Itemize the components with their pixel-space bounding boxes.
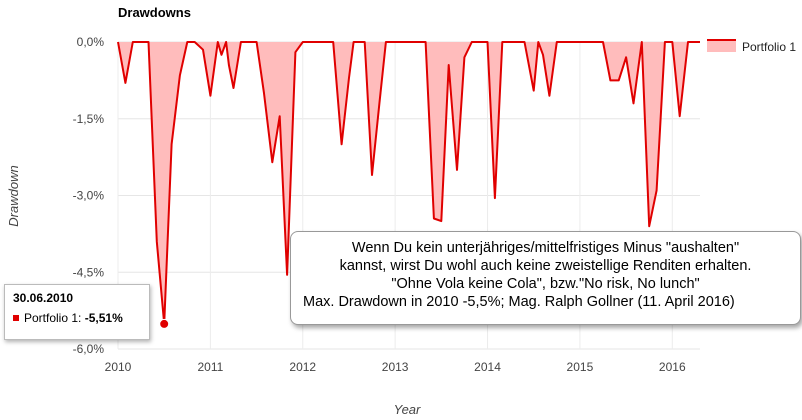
highlight-point[interactable] xyxy=(159,318,170,329)
y-tick-label: 0,0% xyxy=(77,35,105,49)
y-tick-label: -6,0% xyxy=(73,342,105,356)
series-line[interactable] xyxy=(117,41,700,325)
tooltip-value: -5,51% xyxy=(84,311,123,325)
x-tick-label: 2012 xyxy=(289,360,316,374)
gridlines xyxy=(117,41,700,350)
x-tick-label: 2013 xyxy=(382,360,409,374)
annotation-box: Wenn Du kein unterjähriges/mittelfristig… xyxy=(290,231,801,325)
x-axis-ticks: 2010 2011 2012 2013 2014 2015 2016 xyxy=(105,360,686,374)
tooltip-series-label: Portfolio 1: xyxy=(24,311,82,325)
x-tick-label: 2014 xyxy=(474,360,501,374)
y-tick-label: -1,5% xyxy=(73,112,105,126)
y-tick-label: -4,5% xyxy=(73,265,105,279)
annotation-line-2: kannst, wirst Du wohl auch keine zweiste… xyxy=(339,258,752,274)
x-tick-label: 2015 xyxy=(567,360,594,374)
x-tick-label: 2010 xyxy=(105,360,132,374)
annotation-line-1: Wenn Du kein unterjähriges/mittelfristig… xyxy=(351,240,740,256)
annotation-line-4: Max. Drawdown in 2010 -5,5%; Mag. Ralph … xyxy=(303,294,735,310)
x-tick-label: 2016 xyxy=(659,360,686,374)
tooltip-series-marker xyxy=(13,315,19,321)
tooltip-date: 30.06.2010 xyxy=(13,291,74,305)
y-tick-label: -3,0% xyxy=(73,189,105,203)
legend-swatch xyxy=(707,40,736,52)
x-tick-label: 2011 xyxy=(197,360,223,374)
y-axis-ticks: 0,0% -1,5% -3,0% -4,5% -6,0% xyxy=(73,35,105,356)
x-axis-label: Year xyxy=(394,402,421,417)
legend[interactable]: Portfolio 1 xyxy=(707,39,796,54)
series-area xyxy=(118,42,700,324)
series-portfolio-1 xyxy=(117,41,700,329)
chart-title: Drawdowns xyxy=(118,5,191,20)
annotation-line-3: "Ohne Vola keine Cola", bzw."No risk, No… xyxy=(391,276,700,292)
legend-label: Portfolio 1 xyxy=(742,40,796,54)
data-tooltip: 30.06.2010 Portfolio 1: -5,51% xyxy=(4,284,150,340)
y-axis-label: Drawdown xyxy=(6,165,21,226)
